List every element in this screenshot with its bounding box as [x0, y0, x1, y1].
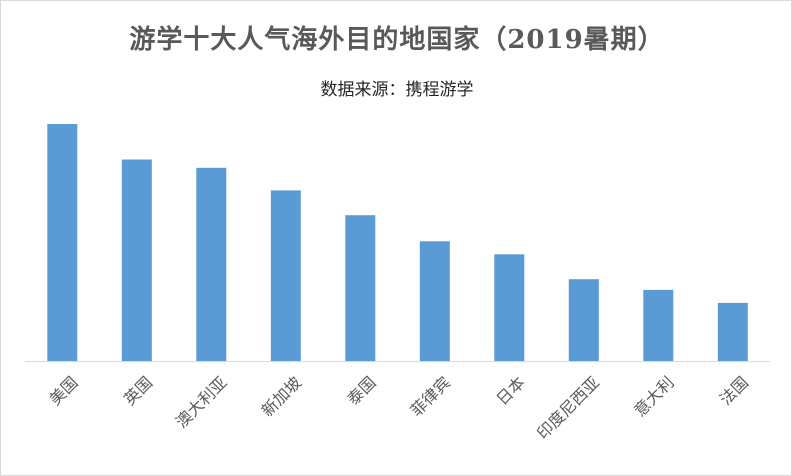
chart-subtitle: 数据来源：携程游学: [320, 80, 474, 100]
x-tick-label: 菲律宾: [407, 373, 454, 420]
x-tick-label: 澳大利亚: [172, 373, 231, 432]
x-tick-label: 日本: [493, 373, 529, 409]
chart-title: 游学十大人气海外目的地国家（2019暑期）: [129, 25, 665, 55]
bar-5: [345, 215, 376, 361]
bar-9: [643, 289, 674, 361]
x-tick-label: 法国: [716, 373, 752, 409]
x-tick-label: 意大利: [630, 373, 677, 420]
bar-3: [196, 167, 227, 361]
x-tick-label: 美国: [46, 373, 82, 409]
x-tick-label: 印度尼西亚: [533, 373, 603, 443]
bar-2: [121, 159, 152, 361]
x-tick-label: 新加坡: [258, 373, 305, 420]
x-tick-label: 英国: [120, 373, 156, 409]
bar-6: [419, 241, 450, 361]
x-tick-labels: 美国 英国 澳大利亚 新加坡 泰国 菲律宾 日本 印度尼西亚 意大利 法国: [46, 373, 753, 443]
bar-8: [568, 279, 599, 361]
bar-1: [47, 124, 78, 361]
bar-4: [270, 190, 301, 361]
bar-7: [494, 254, 525, 361]
bar-10: [717, 302, 748, 361]
x-tick-label: 泰国: [344, 373, 380, 409]
bars-group: [47, 124, 748, 361]
